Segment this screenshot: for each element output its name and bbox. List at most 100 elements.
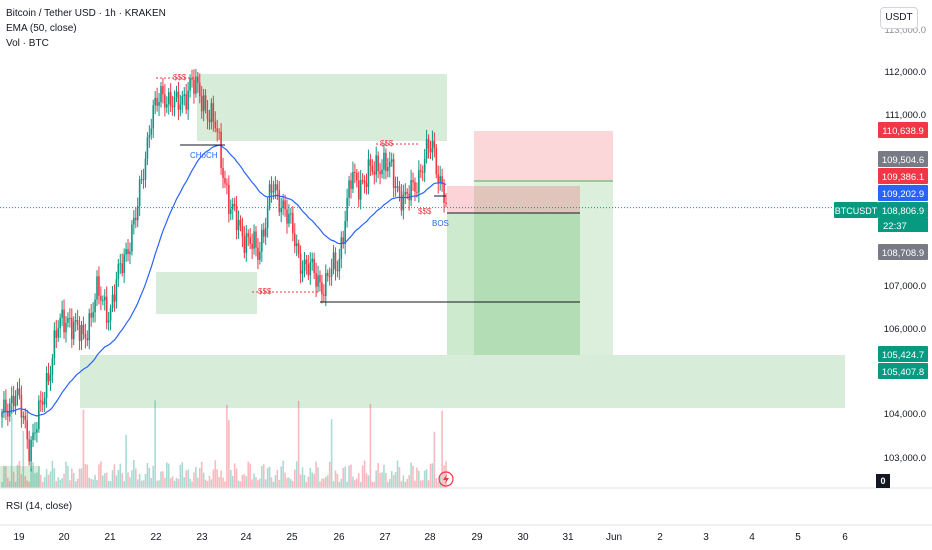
- volume-bar: [198, 467, 201, 488]
- volume-bar: [36, 472, 38, 488]
- price-label-text: 108,806.9: [882, 206, 924, 217]
- volume-bar: [419, 480, 422, 488]
- candle-body: [313, 258, 315, 273]
- volume-bar: [98, 464, 100, 488]
- candle-body: [261, 229, 263, 252]
- volume-bar: [334, 470, 337, 488]
- volume-bar: [189, 478, 191, 488]
- candle-body: [231, 203, 234, 210]
- candle-body: [332, 252, 335, 270]
- candle-body: [204, 95, 207, 111]
- time-tick: 22: [150, 532, 162, 543]
- volume-bar: [348, 465, 350, 488]
- volume-bar: [344, 466, 346, 488]
- candle-body: [94, 299, 96, 313]
- candle-body: [43, 397, 46, 405]
- volume-bar: [24, 476, 27, 488]
- candle-body: [53, 330, 56, 359]
- rsi-indicator-label[interactable]: RSI (14, close): [6, 501, 73, 512]
- volume-bar: [18, 461, 21, 488]
- price-label-bg: [878, 151, 928, 167]
- candle-body: [257, 247, 259, 260]
- time-tick: 19: [13, 532, 25, 543]
- candle-body: [439, 176, 441, 184]
- candle-body: [181, 96, 184, 105]
- volume-bar: [394, 472, 397, 488]
- volume-bar: [142, 480, 145, 488]
- volume-bar: [361, 465, 364, 488]
- volume-bar: [423, 470, 426, 488]
- candle-body: [107, 320, 110, 323]
- candle-body: [367, 159, 370, 187]
- volume-bar: [100, 461, 102, 488]
- volume-bar: [197, 477, 199, 488]
- volume-bar: [119, 463, 122, 488]
- volume-bar: [109, 481, 112, 488]
- volume-bar: [280, 466, 282, 488]
- price-tick: 106,000.0: [884, 324, 926, 335]
- candle-body: [346, 197, 348, 221]
- candle-body: [220, 131, 222, 169]
- candle-body: [243, 236, 246, 253]
- volume-bar: [381, 472, 383, 488]
- candle-body: [270, 184, 273, 193]
- volume-bar: [191, 481, 193, 488]
- volume-bar: [293, 469, 296, 488]
- volume-bar: [323, 478, 325, 488]
- volume-bar: [288, 477, 290, 488]
- price-label-text: 109,504.6: [882, 155, 924, 166]
- volume-bar: [309, 467, 312, 488]
- candle-body: [164, 94, 166, 108]
- volume-bar: [282, 460, 284, 488]
- candle-body: [131, 224, 133, 252]
- volume-bar: [336, 473, 339, 488]
- volume-bar: [284, 472, 286, 488]
- candle-body: [150, 128, 153, 135]
- volume-bar: [326, 475, 329, 488]
- candle-body: [3, 399, 5, 413]
- supply-zone: [197, 74, 447, 141]
- candle-body: [266, 206, 269, 228]
- volume-bar: [365, 473, 368, 488]
- volume-bar: [206, 480, 209, 488]
- volume-indicator-label[interactable]: Vol · BTC: [6, 38, 49, 49]
- symbol-title[interactable]: Bitcoin / Tether USD · 1h · KRAKEN: [6, 8, 166, 19]
- price-label: 109,386.1: [878, 168, 928, 184]
- volume-bar: [102, 475, 104, 488]
- volume-bar: [214, 460, 217, 488]
- candle-body: [34, 432, 36, 434]
- candle-body: [286, 209, 288, 224]
- candle-body: [443, 184, 445, 203]
- volume-bar: [299, 474, 302, 488]
- candle-body: [191, 78, 193, 80]
- candle-body: [142, 179, 145, 181]
- candle-body: [18, 388, 21, 395]
- volume-bar: [70, 468, 73, 488]
- volume-bar: [222, 477, 224, 488]
- candle-body: [299, 253, 302, 274]
- volume-bar: [47, 474, 50, 488]
- candle-body: [441, 176, 443, 185]
- candle-body: [390, 159, 393, 162]
- candle-body: [344, 220, 346, 244]
- candle-body: [319, 275, 321, 283]
- volume-bar: [218, 477, 220, 488]
- candle-body: [80, 324, 83, 341]
- candle-body: [253, 231, 255, 249]
- candle-body: [39, 400, 42, 402]
- volume-bar: [156, 480, 158, 488]
- currency-button[interactable]: USDT: [880, 7, 918, 29]
- time-tick: 28: [424, 532, 436, 543]
- ema-indicator-label[interactable]: EMA (50, close): [6, 23, 77, 34]
- liquidity-label: $$$: [380, 139, 394, 148]
- price-tick: 103,000.0: [884, 453, 926, 464]
- volume-bar: [241, 474, 244, 488]
- price-label: 105,407.8: [878, 363, 928, 379]
- volume-bar: [359, 481, 362, 488]
- time-tick: 26: [333, 532, 345, 543]
- symbol-tag-text: BTCUSDT: [835, 206, 878, 216]
- candle-body: [100, 295, 102, 301]
- volume-bar: [396, 460, 399, 488]
